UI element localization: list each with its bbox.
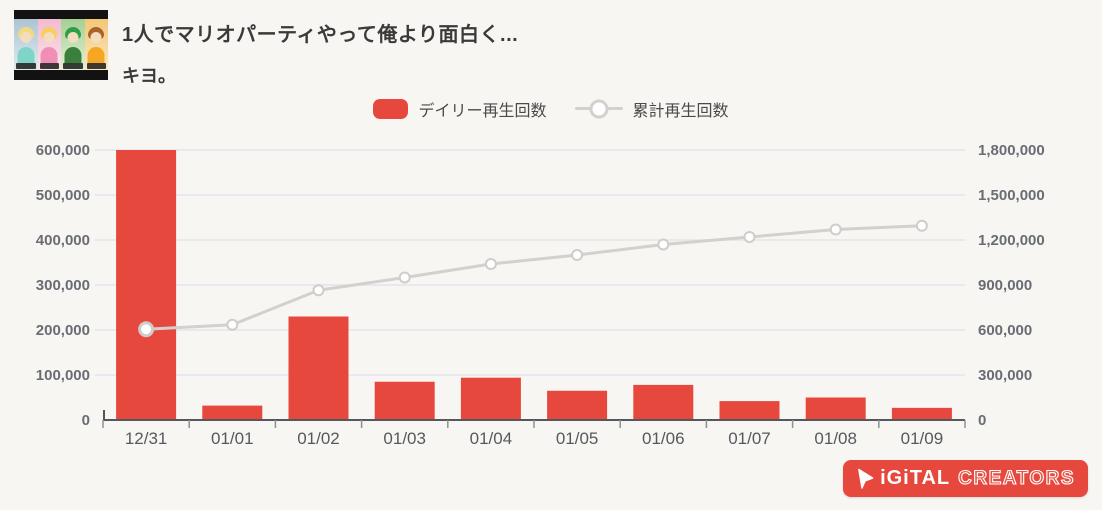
cumulative-point[interactable] bbox=[226, 318, 239, 331]
daily-series-swatch bbox=[373, 99, 409, 119]
cumulative-point[interactable] bbox=[915, 219, 928, 232]
daily-bar[interactable] bbox=[547, 390, 608, 420]
cumulative-point[interactable] bbox=[829, 223, 842, 236]
video-title[interactable]: 1人でマリオパーティやって俺より面白く... bbox=[122, 24, 519, 46]
cumulative-point[interactable] bbox=[657, 238, 670, 251]
y-axis-label-left: 0 bbox=[82, 412, 90, 429]
video-title-block: 1人でマリオパーティやって俺より面白く... キヨ。 bbox=[122, 10, 518, 88]
y-axis-label-right: 300,000 bbox=[978, 367, 1032, 384]
y-axis-label-left: 500,000 bbox=[36, 187, 90, 204]
logo-text-digital: iGiTAL bbox=[880, 467, 951, 489]
legend-item-cumulative[interactable]: 累計再生回数 bbox=[574, 97, 729, 121]
thumbnail-panel-rosalina bbox=[14, 19, 38, 70]
cumulative-point[interactable] bbox=[484, 258, 497, 270]
x-axis-label: 01/09 bbox=[901, 429, 944, 448]
cumulative-point[interactable] bbox=[743, 231, 756, 243]
daily-bar[interactable] bbox=[202, 405, 263, 420]
cumulative-point[interactable] bbox=[398, 271, 411, 284]
y-axis-label-left: 200,000 bbox=[36, 322, 90, 339]
daily-bar[interactable] bbox=[891, 407, 952, 420]
daily-bar[interactable] bbox=[805, 397, 866, 421]
thumbnail-panel-peach bbox=[37, 19, 61, 70]
x-axis-label: 01/01 bbox=[211, 429, 254, 448]
channel-name[interactable]: キヨ。 bbox=[122, 66, 176, 86]
cumulative-point[interactable] bbox=[312, 284, 325, 297]
x-axis-label: 01/04 bbox=[470, 429, 513, 448]
daily-bar[interactable] bbox=[719, 401, 780, 420]
legend-item-daily[interactable]: デイリー再生回数 bbox=[373, 97, 547, 121]
y-axis-label-right: 1,200,000 bbox=[978, 232, 1045, 249]
x-axis-label: 01/03 bbox=[383, 429, 426, 448]
chart-legend: デイリー再生回数 累計再生回数 bbox=[0, 97, 1102, 121]
x-axis-label: 01/02 bbox=[297, 429, 340, 448]
digital-creators-logo: iGiTAL CREATORS bbox=[843, 460, 1088, 497]
legend-label-cumulative: 累計再生回数 bbox=[632, 103, 729, 120]
video-thumbnail[interactable] bbox=[14, 10, 108, 80]
cumulative-point[interactable] bbox=[138, 321, 155, 338]
y-axis-label-left: 400,000 bbox=[36, 232, 90, 249]
y-axis-label-left: 600,000 bbox=[36, 142, 90, 159]
y-axis-label-left: 300,000 bbox=[36, 277, 90, 294]
y-axis-label-left: 100,000 bbox=[36, 367, 90, 384]
thumbnail-panel-daisy bbox=[84, 19, 108, 70]
y-axis-label-right: 1,800,000 bbox=[978, 142, 1045, 159]
x-axis-label: 01/05 bbox=[556, 429, 599, 448]
y-axis-label-right: 600,000 bbox=[978, 322, 1032, 339]
daily-bar[interactable] bbox=[288, 316, 349, 421]
daily-bar[interactable] bbox=[116, 150, 177, 420]
thumbnail-art bbox=[14, 19, 108, 70]
daily-bar[interactable] bbox=[460, 377, 521, 420]
thumbnail-panel-luigi bbox=[61, 19, 85, 70]
x-axis-label: 01/08 bbox=[814, 429, 857, 448]
video-header: 1人でマリオパーティやって俺より面白く... キヨ。 bbox=[14, 10, 518, 88]
play-cursor-icon bbox=[858, 468, 874, 489]
y-axis-label-right: 1,500,000 bbox=[978, 187, 1045, 204]
cumulative-series-marker bbox=[574, 99, 623, 119]
x-axis-label: 01/06 bbox=[642, 429, 685, 448]
daily-bar[interactable] bbox=[374, 381, 435, 420]
cumulative-point[interactable] bbox=[571, 249, 584, 261]
daily-bar[interactable] bbox=[633, 384, 694, 420]
cumulative-line bbox=[144, 224, 924, 331]
x-axis-label: 12/31 bbox=[125, 429, 168, 448]
y-axis-label-right: 0 bbox=[978, 412, 986, 429]
y-axis-label-right: 900,000 bbox=[978, 277, 1032, 294]
legend-label-daily: デイリー再生回数 bbox=[418, 103, 547, 120]
views-chart: 0 100,000 200,000 300,000 400,000 500,000 600,… bbox=[36, 142, 1045, 448]
x-axis-label: 01/07 bbox=[728, 429, 771, 448]
logo-text-creators: CREATORS bbox=[958, 467, 1075, 489]
